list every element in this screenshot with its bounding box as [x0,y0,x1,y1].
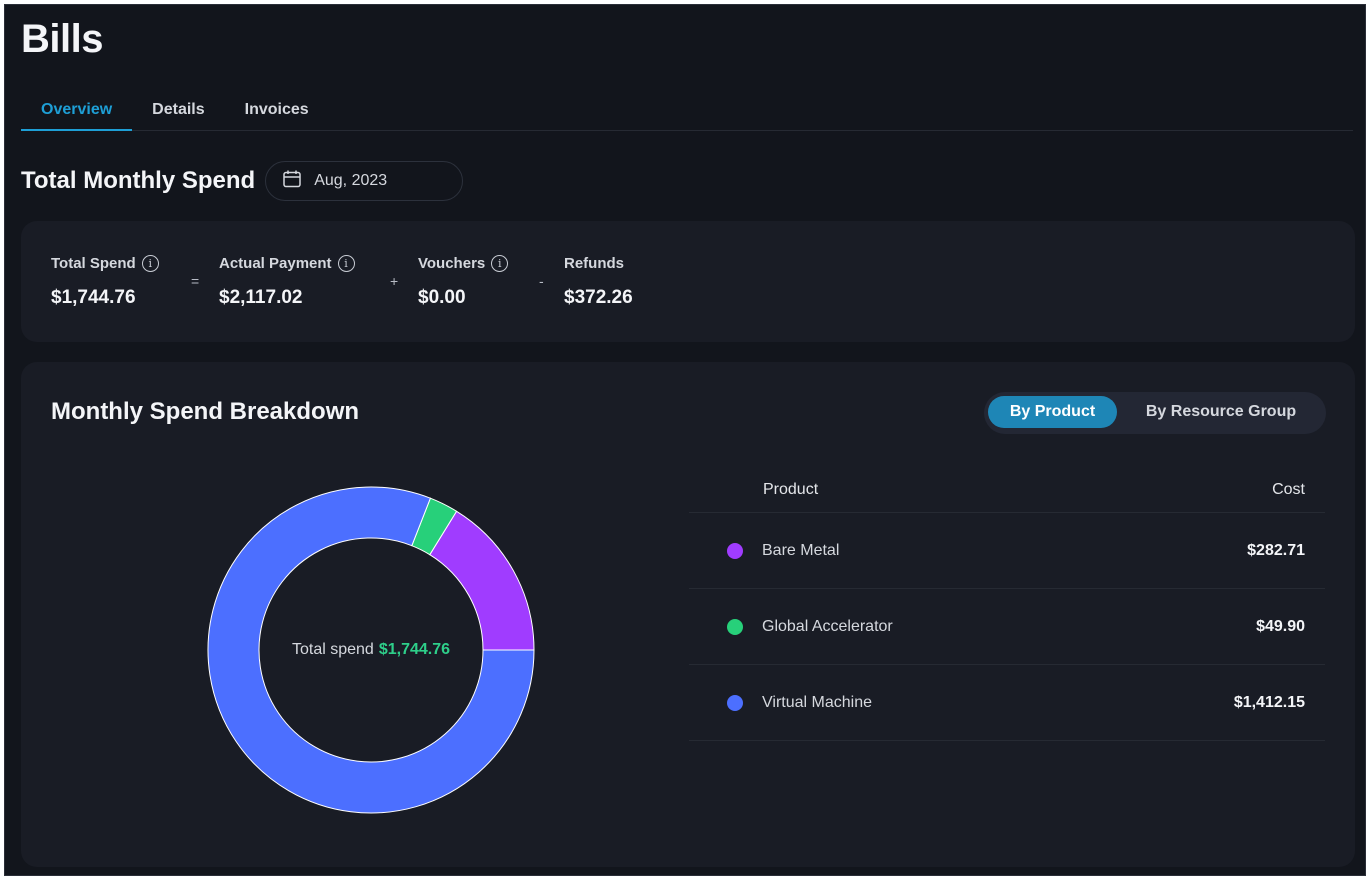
donut-center-label: Total spend $1,744.76 [207,486,535,814]
tab-bar: Overview Details Invoices [21,93,1353,131]
metric-label: Actual Payment [219,254,332,272]
product-cost: $282.71 [1247,541,1305,559]
tab-details[interactable]: Details [152,101,205,118]
minus-operator: - [539,273,544,289]
metric-vouchers: Vouchers i $0.00 [418,253,509,309]
table-header: Product Cost [689,467,1325,513]
table-row: Bare Metal $282.71 [689,513,1325,589]
total-monthly-spend-title: Total Monthly Spend [21,167,256,194]
breakdown-toggle: By Product By Resource Group [984,392,1326,434]
legend-dot [727,618,743,635]
calendar-icon [282,169,302,194]
page-title: Bills [21,17,103,61]
metric-label: Total Spend [51,254,136,272]
metric-value: $1,744.76 [51,287,136,308]
donut-center-text: Total spend [291,641,374,658]
column-header-product: Product [763,480,819,498]
column-header-cost: Cost [1272,480,1305,498]
metric-value: $372.26 [564,287,633,308]
product-name: Bare Metal [762,541,840,559]
metric-actual-payment: Actual Payment i $2,117.02 [219,253,355,309]
table-row: Virtual Machine $1,412.15 [689,665,1325,741]
metric-value: $2,117.02 [219,287,303,308]
tab-invoices[interactable]: Invoices [244,101,309,118]
metric-value: $0.00 [418,287,466,308]
spend-header: Total Monthly Spend Aug, 2023 [21,161,464,201]
spend-summary-card: Total Spend i $1,744.76 = Actual Payment i… [21,221,1355,342]
product-name: Virtual Machine [762,693,872,711]
breakdown-title: Monthly Spend Breakdown [51,398,360,425]
month-picker[interactable]: Aug, 2023 [265,161,464,201]
info-icon[interactable]: i [491,254,509,272]
metric-label: Vouchers [418,254,486,272]
by-product-button[interactable]: By Product [988,396,1117,428]
table-row: Global Accelerator $49.90 [689,589,1325,665]
product-cost-table: Product Cost Bare Metal $282.71 Global A… [689,467,1325,741]
plus-operator: + [390,273,399,289]
metric-refunds: Refunds $372.26 [564,253,633,309]
spend-breakdown-card: Monthly Spend Breakdown By Product By Re… [21,362,1355,867]
product-name: Global Accelerator [762,617,893,635]
legend-dot [727,542,743,559]
product-cost: $1,412.15 [1233,693,1305,711]
bills-window: Bills Overview Details Invoices Total Mo… [4,4,1366,876]
info-icon[interactable]: i [141,254,159,272]
legend-dot [727,694,743,711]
info-icon[interactable]: i [337,254,355,272]
by-resource-group-button[interactable]: By Resource Group [1145,403,1297,420]
month-picker-value: Aug, 2023 [314,172,388,189]
donut-chart: Total spend $1,744.76 [207,486,535,814]
donut-slice-virtual-machine[interactable] [207,486,535,814]
metric-label: Refunds [564,254,624,272]
donut-center-amount: $1,744.76 [378,641,451,658]
equals-operator: = [191,273,200,289]
product-cost: $49.90 [1256,617,1305,635]
tab-overview[interactable]: Overview [21,93,133,131]
metric-total-spend: Total Spend i $1,744.76 [51,253,159,309]
